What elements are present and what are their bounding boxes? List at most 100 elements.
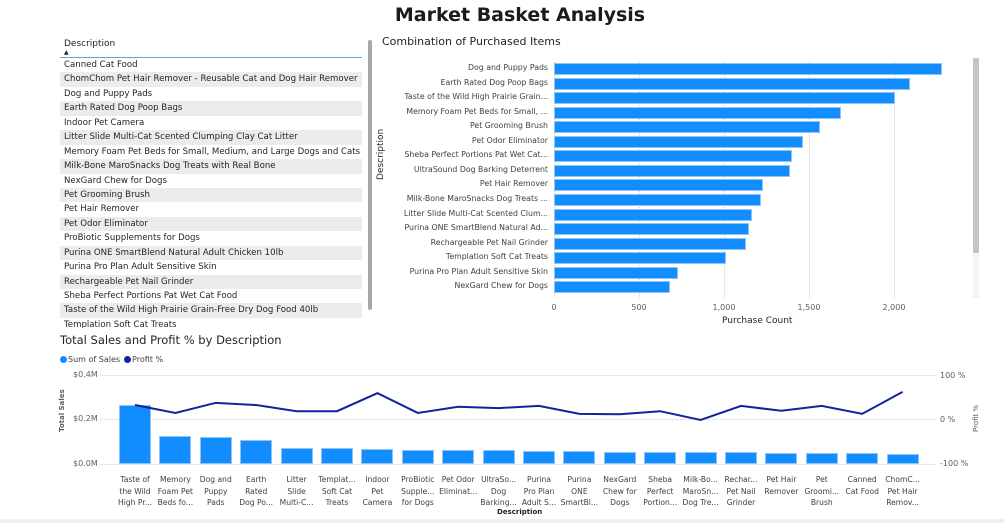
- table-row[interactable]: Rechargeable Pet Nail Grinder: [60, 274, 362, 289]
- label-line: Litter: [286, 475, 307, 484]
- sales-bar[interactable]: [765, 452, 798, 464]
- combo-x-axis-title: Description: [497, 508, 543, 516]
- label-line: Remov...: [886, 498, 919, 507]
- sales-bar[interactable]: [684, 452, 717, 464]
- table-row[interactable]: Canned Cat Food: [64, 60, 138, 70]
- label-line: Dog: [490, 486, 507, 496]
- label-line: for Dogs: [401, 498, 434, 507]
- bar[interactable]: [554, 266, 678, 279]
- x-category-label: UltraSo... Dog Barking...: [479, 474, 519, 509]
- x-category-label: Milk-Bo... MaroSn... Dog Tre...: [681, 474, 721, 509]
- label-line: Remover: [764, 486, 799, 496]
- bar[interactable]: [554, 252, 727, 265]
- x-category-label: Canned Cat Food: [842, 474, 882, 497]
- sales-bar[interactable]: [523, 451, 555, 464]
- table-row[interactable]: ProBiotic Supplements for Dogs: [64, 233, 200, 244]
- legend-item-sales[interactable]: Sum of Sales: [60, 355, 120, 364]
- x-category-label: ChomC... Pet Hair Remov...: [883, 474, 923, 509]
- table-row[interactable]: Dog and Puppy Pads: [64, 88, 153, 99]
- table-row[interactable]: ChomChom Pet Hair Remover - Reusable Cat…: [60, 72, 362, 87]
- combo-chart-title: Total Sales and Profit % by Description: [60, 333, 282, 347]
- y-tick: $0.0M: [73, 459, 98, 468]
- label-line: Rechar...: [724, 475, 758, 484]
- bar-label: Sheba Perfect Portions Pat Wet Cat...: [404, 150, 548, 160]
- sales-bar[interactable]: [159, 436, 192, 464]
- label-line: High Pr...: [118, 498, 152, 507]
- sales-bar[interactable]: [119, 404, 151, 464]
- sales-bar[interactable]: [603, 451, 636, 464]
- bar[interactable]: [554, 179, 763, 192]
- bar[interactable]: [554, 63, 942, 75]
- table-header-description[interactable]: Description ▲: [60, 36, 362, 58]
- legend-label: Sum of Sales: [68, 355, 121, 364]
- x-category-label: Purina Pro Plan Adult S...: [519, 474, 559, 509]
- table-row[interactable]: NexGard Chew for Dogs: [64, 175, 167, 186]
- table-scrollbar[interactable]: [368, 40, 372, 310]
- sales-bar[interactable]: [886, 453, 919, 464]
- label-line: Dogs: [610, 498, 630, 507]
- sales-bar[interactable]: [401, 449, 434, 464]
- label-line: Pet: [371, 486, 384, 496]
- scrollbar-thumb[interactable]: [973, 58, 979, 253]
- bar[interactable]: [554, 208, 753, 221]
- legend-item-profit[interactable]: Profit %: [124, 355, 163, 364]
- sales-bar[interactable]: [482, 450, 515, 464]
- table-body: Canned Cat Food ChomChom Pet Hair Remover…: [60, 58, 362, 328]
- sales-bar[interactable]: [240, 440, 273, 464]
- table-row[interactable]: Purina Pro Plan Adult Sensitive Skin: [64, 262, 217, 273]
- sales-bar[interactable]: [199, 437, 232, 464]
- bar[interactable]: [554, 193, 762, 206]
- table-row[interactable]: Pet Hair Remover: [64, 204, 140, 215]
- bar[interactable]: [554, 223, 749, 236]
- bar-chart-scrollbar[interactable]: [973, 58, 979, 298]
- bar[interactable]: [554, 106, 841, 119]
- table-row[interactable]: Purina ONE SmartBlend Natural Adult Chic…: [60, 245, 362, 261]
- label-line: Perfect: [646, 486, 674, 496]
- sales-bar[interactable]: [442, 449, 475, 464]
- label-line: Rated: [245, 486, 268, 496]
- bar-label: Templation Soft Cat Treats: [445, 252, 548, 262]
- table-row[interactable]: Taste of the Wild High Prairie Grain-Fre…: [60, 303, 362, 318]
- bar[interactable]: [554, 281, 670, 294]
- bar[interactable]: [554, 92, 896, 105]
- label-line: Pet: [815, 475, 828, 484]
- label-line: Pet Hair: [766, 475, 797, 484]
- label-line: Pet Odor: [441, 475, 475, 484]
- label-line: Pet Hair: [887, 486, 918, 496]
- sales-bar[interactable]: [321, 448, 353, 464]
- sales-bar[interactable]: [361, 449, 394, 464]
- table-row[interactable]: Indoor Pet Camera: [64, 117, 145, 128]
- sales-bar[interactable]: [644, 451, 677, 464]
- bar[interactable]: [554, 121, 821, 134]
- table-row[interactable]: Earth Rated Dog Poop Bags: [60, 101, 362, 116]
- horizontal-scrollbar[interactable]: [0, 519, 1004, 523]
- label-line: Soft Cat: [321, 486, 353, 496]
- x-category-label: Earth Rated Dog Po...: [236, 474, 276, 509]
- table-row[interactable]: Memory Foam Pet Beds for Small, Medium, …: [64, 146, 361, 157]
- table-row[interactable]: Pet Grooming Brush: [60, 187, 362, 203]
- label-line: Memory: [159, 475, 191, 484]
- bar[interactable]: [554, 77, 910, 90]
- table-row[interactable]: Sheba Perfect Portions Pat Wet Cat Food: [64, 291, 238, 301]
- label-line: Taste of: [120, 475, 150, 484]
- bar[interactable]: [554, 135, 804, 148]
- table-row[interactable]: Milk-Bone MaroSnacks Dog Treats with Rea…: [60, 159, 362, 174]
- sort-ascending-icon[interactable]: ▲: [64, 49, 69, 56]
- x-tick: 0: [551, 303, 557, 312]
- label-line: Cat Food: [845, 486, 879, 496]
- bar[interactable]: [554, 164, 790, 177]
- table-row[interactable]: Litter Slide Multi-Cat Scented Clumping …: [60, 130, 362, 145]
- sales-bar[interactable]: [846, 453, 879, 464]
- x-category-label: Memory Foam Pet Beds fo...: [155, 474, 195, 509]
- sales-bar[interactable]: [563, 451, 596, 464]
- table-row[interactable]: Templation Soft Cat Treats: [64, 319, 177, 328]
- sales-bar[interactable]: [725, 452, 757, 464]
- bar[interactable]: [554, 237, 746, 250]
- sales-bar[interactable]: [805, 452, 838, 464]
- bar[interactable]: [554, 150, 792, 163]
- table-row[interactable]: Pet Odor Eliminator: [60, 216, 362, 232]
- label-line: Templat...: [318, 475, 356, 484]
- x-category-label: NexGard Chew for Dogs: [600, 474, 640, 509]
- sales-bar[interactable]: [280, 448, 313, 464]
